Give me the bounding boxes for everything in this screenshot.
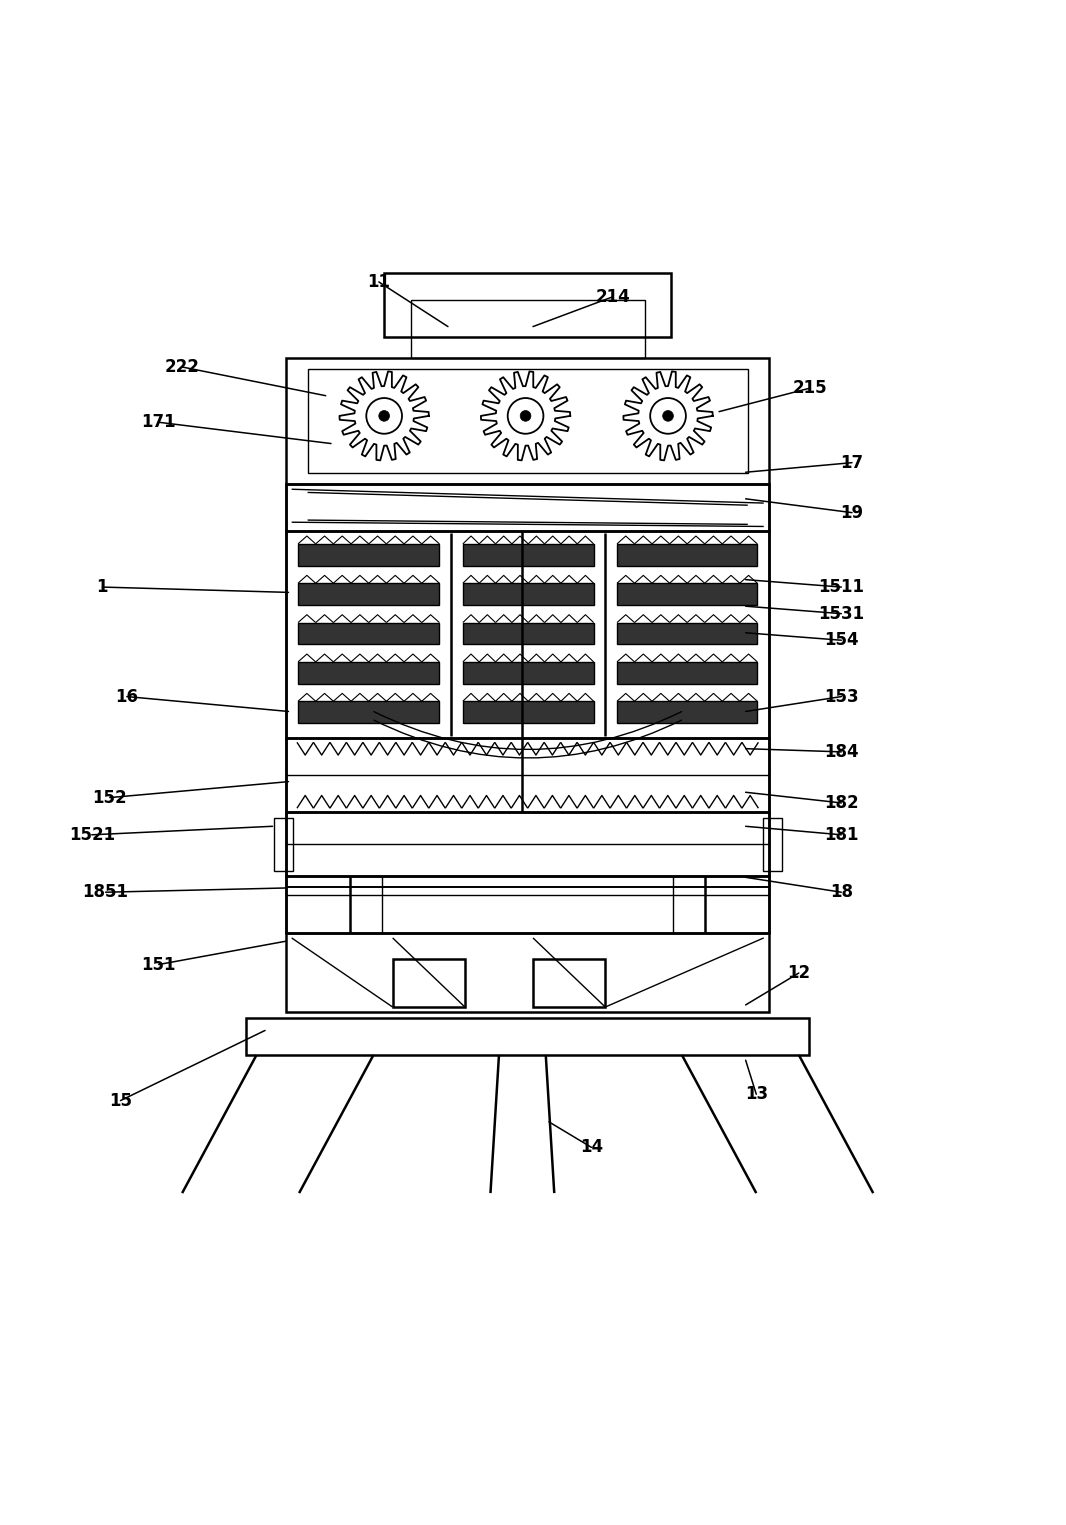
Bar	[246, 1017, 809, 1055]
Bar	[274, 817, 293, 871]
Text: 12: 12	[788, 964, 810, 982]
Text: 15: 15	[109, 1092, 132, 1110]
Bar	[298, 702, 439, 723]
Text: 214: 214	[596, 288, 630, 307]
Bar	[617, 622, 757, 644]
Bar	[287, 738, 769, 813]
Bar	[762, 817, 781, 871]
Bar	[384, 273, 672, 337]
Bar	[287, 933, 769, 1013]
Bar	[463, 544, 594, 566]
Bar	[287, 813, 769, 877]
Bar	[298, 583, 439, 605]
Bar	[287, 877, 769, 933]
Bar	[298, 544, 439, 566]
Bar	[617, 662, 757, 683]
Bar	[298, 662, 439, 683]
Text: 18: 18	[829, 883, 853, 901]
Bar	[410, 300, 645, 358]
Text: 17: 17	[840, 453, 863, 471]
Text: 153: 153	[824, 688, 858, 706]
Text: 14: 14	[580, 1138, 603, 1156]
Bar	[392, 959, 465, 1007]
Text: 151: 151	[142, 956, 176, 973]
Text: 19: 19	[840, 503, 863, 522]
Text: 215: 215	[792, 380, 827, 397]
Bar	[463, 702, 594, 723]
Text: 182: 182	[824, 795, 858, 811]
Text: 181: 181	[824, 827, 858, 843]
Text: 16: 16	[115, 688, 139, 706]
Text: 1851: 1851	[82, 883, 129, 901]
Text: 171: 171	[142, 413, 176, 432]
Bar	[617, 544, 757, 566]
Bar	[617, 702, 757, 723]
Bar	[287, 483, 769, 531]
Bar	[463, 662, 594, 683]
Text: 1521: 1521	[68, 827, 115, 843]
Bar	[463, 622, 594, 644]
Bar	[533, 959, 605, 1007]
Text: 184: 184	[824, 743, 858, 761]
Text: 13: 13	[745, 1086, 768, 1103]
Bar	[287, 358, 769, 483]
Bar	[308, 369, 747, 473]
Circle shape	[378, 410, 389, 421]
Text: 1: 1	[97, 578, 108, 596]
Text: 1531: 1531	[819, 604, 865, 622]
Bar	[298, 622, 439, 644]
Text: 1511: 1511	[819, 578, 865, 596]
Bar	[617, 583, 757, 605]
Circle shape	[663, 410, 674, 421]
Circle shape	[520, 410, 531, 421]
Text: 11: 11	[368, 273, 390, 291]
Text: 222: 222	[165, 358, 199, 377]
Text: 154: 154	[824, 631, 858, 650]
Bar	[287, 531, 769, 738]
Text: 152: 152	[93, 788, 127, 807]
Bar	[463, 583, 594, 605]
